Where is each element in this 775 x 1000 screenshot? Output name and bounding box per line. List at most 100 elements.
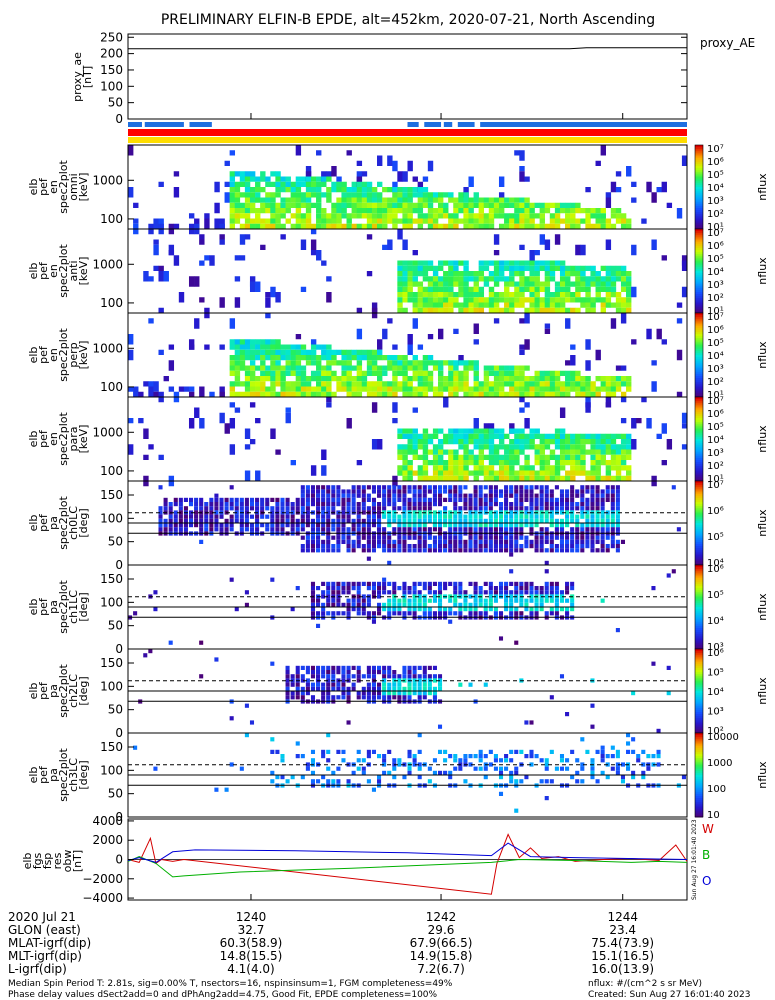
spectrogram-cell bbox=[514, 281, 520, 287]
spectrogram-cell bbox=[529, 510, 534, 515]
spectrogram-cell bbox=[366, 539, 371, 544]
colorbar-tick-label: 10⁶ bbox=[707, 648, 724, 659]
spectrogram-cell bbox=[458, 271, 464, 277]
spectrogram-cell bbox=[478, 265, 485, 271]
spectrogram-cell bbox=[509, 590, 514, 595]
spectrogram-cell bbox=[590, 493, 595, 498]
spectrogram-cell bbox=[326, 213, 332, 219]
spectrogram-cell bbox=[575, 493, 580, 498]
spectrogram-cell bbox=[290, 223, 296, 229]
spectrogram-cell bbox=[305, 506, 310, 511]
colorbar-segment bbox=[695, 686, 703, 690]
spectrogram-cell bbox=[590, 485, 595, 490]
spectrogram-cell bbox=[183, 514, 188, 519]
colorbar-segment bbox=[695, 344, 703, 348]
colorbar-segment bbox=[695, 174, 703, 177]
spectrogram-cell bbox=[453, 485, 458, 490]
spectrogram-cell bbox=[382, 485, 387, 490]
spectrogram-cell bbox=[554, 590, 559, 595]
spectrogram-cell bbox=[417, 518, 422, 523]
spectrogram-cell bbox=[478, 523, 483, 528]
spectrogram-cell bbox=[402, 686, 407, 691]
spectrogram-cell bbox=[514, 449, 520, 455]
spectrogram-cell bbox=[387, 355, 393, 361]
colorbar-tick-label: 10⁶ bbox=[707, 506, 724, 517]
spectrogram-cell bbox=[463, 433, 469, 439]
spectrogram-cell bbox=[397, 265, 403, 271]
ylabel-line: fgs bbox=[31, 852, 44, 869]
ae-ytick-label: 150 bbox=[100, 63, 123, 77]
colorbar-segment bbox=[695, 481, 703, 484]
spectrogram-cell bbox=[417, 444, 424, 450]
spectrogram-cell bbox=[432, 502, 437, 507]
spectrogram-cell bbox=[280, 506, 285, 511]
spectrogram-cell bbox=[493, 234, 500, 245]
spectrogram-cell bbox=[565, 510, 570, 515]
spectrogram-cell bbox=[681, 260, 688, 271]
spectrogram-cell bbox=[199, 539, 204, 544]
spectrogram-cell bbox=[249, 223, 256, 229]
spectrogram-cell bbox=[412, 590, 417, 595]
spectrogram-cell bbox=[422, 535, 427, 540]
spectrogram-cell bbox=[239, 213, 246, 219]
spectrogram-cell bbox=[620, 281, 627, 287]
spectrogram-cell bbox=[356, 460, 363, 466]
spectrogram-cell bbox=[305, 386, 312, 392]
spectrogram-cell bbox=[326, 192, 332, 198]
spectrogram-cell bbox=[346, 187, 352, 193]
spectrogram-cell bbox=[514, 475, 520, 481]
spectrogram-cell bbox=[432, 386, 439, 392]
spectrogram-cell bbox=[626, 276, 632, 282]
spectrogram-cell bbox=[509, 598, 514, 603]
spectrogram-cell bbox=[427, 581, 432, 586]
spectrogram-cell bbox=[605, 271, 612, 277]
spectrogram-cell bbox=[524, 720, 529, 725]
spectrogram-cell bbox=[422, 548, 427, 553]
spectrogram-cell bbox=[382, 548, 387, 553]
spectrogram-cell bbox=[570, 527, 575, 532]
spectrogram-cell bbox=[473, 523, 478, 528]
spectrogram-cell bbox=[275, 360, 281, 366]
spectrogram-cell bbox=[468, 428, 474, 434]
spectrogram-cell bbox=[331, 548, 336, 553]
spectrogram-cell bbox=[504, 598, 509, 603]
ytick-label: 150 bbox=[100, 488, 123, 502]
spectrogram-cell bbox=[575, 454, 581, 460]
spectrogram-cell bbox=[463, 523, 468, 528]
spectrogram-cell bbox=[488, 523, 493, 528]
spectrogram-cell bbox=[554, 506, 559, 511]
spectrogram-cell bbox=[549, 514, 554, 519]
spectrogram-cell bbox=[402, 611, 407, 616]
colorbar-segment bbox=[695, 357, 703, 360]
spectrogram-cell bbox=[392, 208, 398, 214]
spectrogram-cell bbox=[265, 527, 270, 532]
spectrogram-cell bbox=[290, 775, 295, 780]
spectrogram-cell bbox=[666, 573, 671, 578]
spectrogram-cell bbox=[168, 514, 173, 519]
spectrogram-cell bbox=[158, 506, 163, 511]
spectrogram-cell bbox=[493, 370, 500, 376]
spectrogram-cell bbox=[580, 265, 586, 271]
spectrogram-cell bbox=[326, 678, 331, 683]
spectrogram-cell bbox=[361, 171, 368, 177]
spectrogram-cell bbox=[321, 548, 326, 553]
spectrogram-cell bbox=[300, 386, 307, 392]
spectrogram-cell bbox=[580, 444, 586, 450]
spectrogram-cell bbox=[270, 370, 276, 376]
spectrogram-cell bbox=[397, 271, 403, 277]
spectrogram-cell bbox=[498, 439, 505, 445]
spectrogram-cell bbox=[336, 223, 342, 229]
spectrogram-cell bbox=[478, 535, 483, 540]
spectrogram-cell bbox=[565, 766, 570, 771]
spectrogram-cell bbox=[483, 391, 490, 397]
spectrogram-cell bbox=[585, 497, 590, 502]
spectrogram-cell bbox=[219, 239, 225, 245]
colorbar-segment bbox=[695, 491, 703, 495]
spectrogram-cell bbox=[310, 607, 316, 612]
colorbar-segment bbox=[695, 743, 703, 747]
spectrogram-cell bbox=[463, 192, 469, 198]
spectrogram-cell bbox=[554, 497, 559, 502]
spectrogram-cell bbox=[407, 428, 413, 434]
spectrogram-cell bbox=[509, 307, 515, 313]
spectrogram-cell bbox=[300, 202, 307, 208]
